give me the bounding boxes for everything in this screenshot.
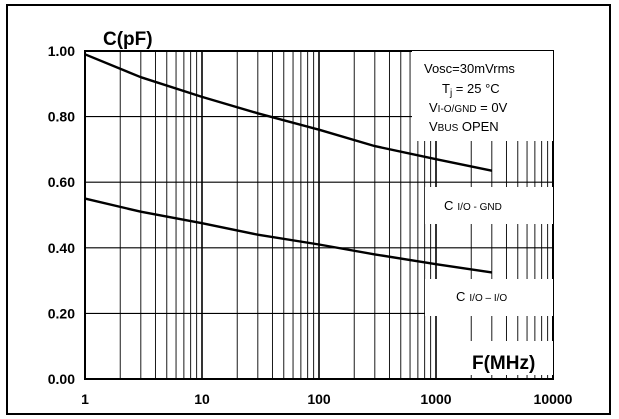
series-line-io-io: [84, 197, 492, 274]
x-axis-label: F(MHz): [472, 353, 535, 374]
y-tick-label: 0.60: [48, 174, 75, 190]
x-axis-label-bg: [467, 341, 553, 375]
x-tick-label: 10000: [534, 391, 573, 407]
y-tick-label: 0.00: [48, 371, 75, 387]
condition-line-4: VBUS OPEN: [429, 119, 499, 134]
y-tick-label: 0.20: [48, 305, 75, 321]
y-tick-label: 0.80: [48, 109, 75, 125]
condition-line-1: Vosc=30mVrms: [424, 61, 515, 76]
series-group: [84, 53, 493, 274]
x-tick-label: 100: [307, 391, 331, 407]
y-tick-label: 1.00: [48, 43, 75, 59]
series-label-gnd: C I/O - GND: [425, 187, 553, 224]
condition-line-2: Tj = 25 °C: [442, 81, 500, 99]
series-line-io-gnd: [84, 53, 493, 172]
svg-text:CI/O - GND: C I/O - GND: [444, 198, 502, 213]
x-tick-label: 1: [81, 391, 89, 407]
y-axis-label: C(pF): [103, 29, 153, 50]
svg-text:CI/O – I/O: C I/O – I/O: [456, 289, 507, 304]
tick-labels: 1 10 100 1000 10000 0.00 0.20 0.40 0.60 0.80 1.00: [48, 43, 573, 407]
x-tick-label: 1000: [420, 391, 451, 407]
y-tick-label: 0.40: [48, 240, 75, 256]
series-label-io: C I/O – I/O: [425, 279, 553, 316]
conditions-box: Vosc=30mVrms Tj = 25 °C VI-O/GND = 0V VB…: [412, 51, 553, 141]
condition-line-3: VI-O/GND = 0V: [429, 100, 508, 115]
x-tick-label: 10: [194, 391, 210, 407]
